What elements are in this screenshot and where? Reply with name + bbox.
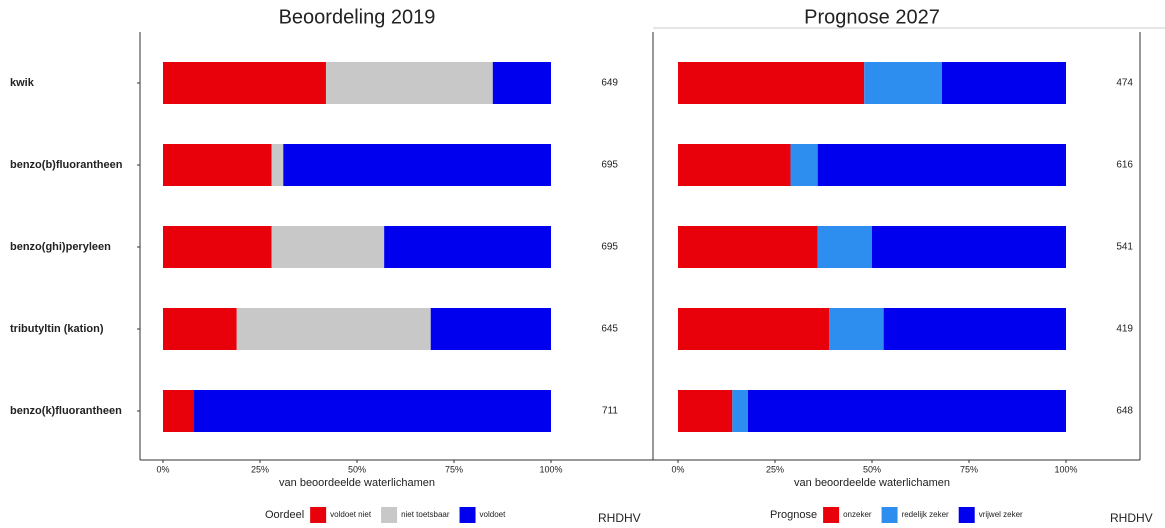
x-tick-label: 100% [1054, 464, 1077, 474]
bar-segment [236, 308, 431, 350]
bar-segment [163, 62, 326, 104]
x-tick-label: 0% [671, 464, 684, 474]
bar-segment [283, 144, 551, 186]
bar-segment [163, 144, 272, 186]
legend-swatch [823, 507, 840, 523]
x-tick-label: 100% [539, 464, 562, 474]
x-tick-label: 75% [960, 464, 978, 474]
bar-segment [732, 390, 748, 432]
bar-segment [941, 62, 1066, 104]
chart-title: Prognose 2027 [804, 6, 940, 28]
bar-segment [817, 226, 872, 268]
bar-segment [492, 62, 551, 104]
legend-label: redelijk zeker [902, 510, 949, 519]
bar-segment [271, 226, 385, 268]
y-tick-label: tributyltin (kation) [10, 323, 104, 335]
x-tick-label: 25% [251, 464, 269, 474]
bar-segment [678, 226, 818, 268]
bar-segment [163, 226, 272, 268]
count-label: 648 [1116, 406, 1133, 417]
chart-title: Beoordeling 2019 [279, 6, 436, 28]
x-tick-label: 25% [766, 464, 784, 474]
legend-title: Prognose [770, 509, 817, 521]
bar-segment [864, 62, 942, 104]
bar-segment [883, 308, 1066, 350]
legend-swatch [381, 507, 398, 523]
legend-label: niet toetsbaar [401, 510, 450, 519]
legend-title: Oordeel [265, 509, 304, 521]
annotation: RHDHV [598, 511, 641, 525]
legend-label: onzeker [843, 510, 872, 519]
bar-segment [163, 308, 237, 350]
bar-segment [678, 144, 791, 186]
count-label: 695 [601, 242, 618, 253]
bar-segment [829, 308, 884, 350]
bar-segment [678, 62, 865, 104]
x-tick-label: 50% [348, 464, 366, 474]
bar-segment [194, 390, 552, 432]
legend-swatch [310, 507, 327, 523]
bar-segment [430, 308, 551, 350]
legend-swatch [958, 507, 975, 523]
y-tick-label: benzo(k)fluorantheen [10, 405, 122, 417]
x-tick-label: 50% [863, 464, 881, 474]
count-label: 695 [601, 160, 618, 171]
count-label: 616 [1116, 160, 1133, 171]
x-axis-label: van beoordeelde waterlichamen [794, 477, 950, 489]
y-tick-label: benzo(ghi)peryleen [10, 241, 111, 253]
count-label: 474 [1116, 78, 1133, 89]
bar-segment [163, 390, 195, 432]
legend-swatch [459, 507, 476, 523]
count-label: 649 [601, 78, 618, 89]
bar-segment [271, 144, 284, 186]
bar-segment [678, 308, 830, 350]
count-label: 419 [1116, 324, 1133, 335]
legend-label: voldoet niet [330, 510, 372, 519]
bar-segment [817, 144, 1066, 186]
count-label: 541 [1116, 242, 1133, 253]
count-label: 711 [602, 406, 618, 417]
annotation: RHDHV [1110, 511, 1153, 525]
x-tick-label: 0% [156, 464, 169, 474]
bar-segment [872, 226, 1066, 268]
x-axis-label: van beoordeelde waterlichamen [279, 477, 435, 489]
bar-segment [747, 390, 1066, 432]
legend-swatch [881, 507, 898, 523]
count-label: 645 [601, 324, 618, 335]
y-tick-label: benzo(b)fluorantheen [10, 159, 123, 171]
bar-segment [325, 62, 493, 104]
bar-segment [384, 226, 551, 268]
x-tick-label: 75% [445, 464, 463, 474]
legend-label: vrijwel zeker [979, 510, 1023, 519]
y-tick-label: kwik [10, 77, 35, 89]
bar-segment [678, 390, 733, 432]
legend-label: voldoet [480, 510, 507, 519]
bar-segment [790, 144, 818, 186]
